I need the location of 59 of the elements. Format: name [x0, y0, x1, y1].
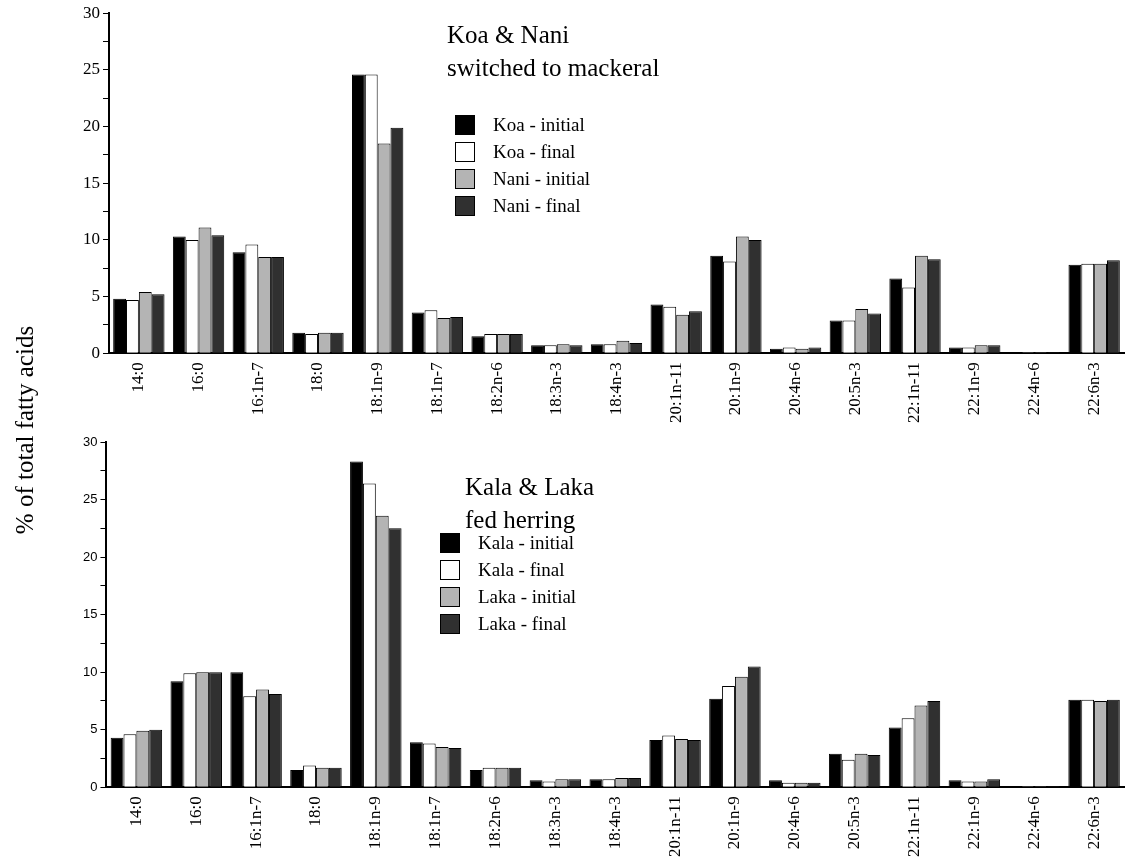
y-tick-label: 10	[83, 229, 100, 249]
x-tick-label: 20:5n-3	[844, 362, 864, 416]
x-tick-label: 18:2n-6	[486, 362, 506, 416]
y-tick-label: 25	[83, 59, 100, 79]
x-tick-label: 18:1n-9	[367, 362, 387, 416]
legend-label: Kala - final	[478, 558, 565, 582]
x-tick-label: 20:4n-6	[784, 796, 804, 850]
x-tick-label: 14:0	[125, 796, 145, 827]
x-tick-label: 22:1n-9	[964, 362, 984, 416]
x-tick-label: 16:1n-7	[245, 795, 265, 850]
x-tick-label: 16:1n-7	[247, 361, 267, 416]
x-tick-label: 14:0	[128, 362, 148, 393]
legend-label: Nani - final	[493, 194, 581, 218]
x-tick-label: 22:4n-6	[1023, 796, 1043, 850]
text: Koa & Nani switched to mackeral	[447, 20, 660, 83]
x-tick-label: 22:4n-6	[1023, 362, 1043, 416]
x-tick-label: 18:4n-3	[605, 362, 625, 416]
legend-label: Nani - initial	[493, 167, 591, 191]
x-tick-label: 18:3n-3	[546, 362, 566, 416]
x-tick-label: 18:0	[305, 796, 325, 827]
y-tick-label: 30	[83, 2, 100, 22]
x-tick-label: 18:0	[307, 362, 327, 393]
x-tick-label: 20:1n-9	[724, 796, 744, 850]
x-tick-label: 20:1n-11	[665, 362, 685, 424]
x-tick-label: 22:1n-11	[903, 796, 923, 858]
x-tick-label: 16:0	[188, 362, 208, 393]
x-tick-label: 20:4n-6	[785, 362, 805, 416]
x-tick-label: 22:1n-9	[963, 796, 983, 850]
y-tick-label: 5	[91, 286, 100, 306]
x-tick-label: 18:2n-6	[484, 796, 504, 850]
y-tick-label: 10	[82, 663, 98, 679]
y-tick-label: 0	[91, 342, 100, 362]
y-tick-label: 0	[90, 778, 98, 794]
y-axis-title: % of total fatty acids	[11, 324, 39, 537]
y-tick-label: 25	[82, 491, 98, 507]
x-tick-label: 20:1n-9	[725, 362, 745, 416]
x-tick-label: 18:3n-3	[544, 796, 564, 850]
y-tick-label: 30	[82, 433, 98, 449]
legend-label: Kala - initial	[478, 532, 575, 555]
legend-label: Laka - initial	[478, 585, 577, 609]
x-tick-label: 20:5n-3	[844, 796, 864, 850]
y-tick-label: 15	[82, 606, 98, 622]
legend-label: Laka - final	[478, 612, 567, 636]
legend-label: Koa - final	[493, 140, 576, 164]
legend-label: Koa - initial	[493, 113, 585, 137]
x-tick-label: 22:1n-11	[904, 362, 924, 424]
x-tick-label: 18:1n-7	[425, 795, 445, 850]
x-tick-label: 20:1n-11	[664, 796, 684, 858]
y-tick-label: 5	[90, 721, 98, 737]
x-tick-label: 22:6n-3	[1083, 796, 1103, 850]
y-tick-label: 15	[83, 172, 100, 192]
text: Kala & Laka fed herring	[465, 472, 595, 535]
x-tick-label: 18:1n-7	[426, 361, 446, 416]
y-tick-label: 20	[83, 116, 100, 136]
x-tick-label: 16:0	[185, 796, 205, 827]
y-tick-label: 20	[82, 548, 98, 564]
x-tick-label: 18:1n-9	[365, 796, 385, 850]
x-tick-label: 22:6n-3	[1083, 362, 1103, 416]
x-tick-label: 18:4n-3	[604, 796, 624, 850]
